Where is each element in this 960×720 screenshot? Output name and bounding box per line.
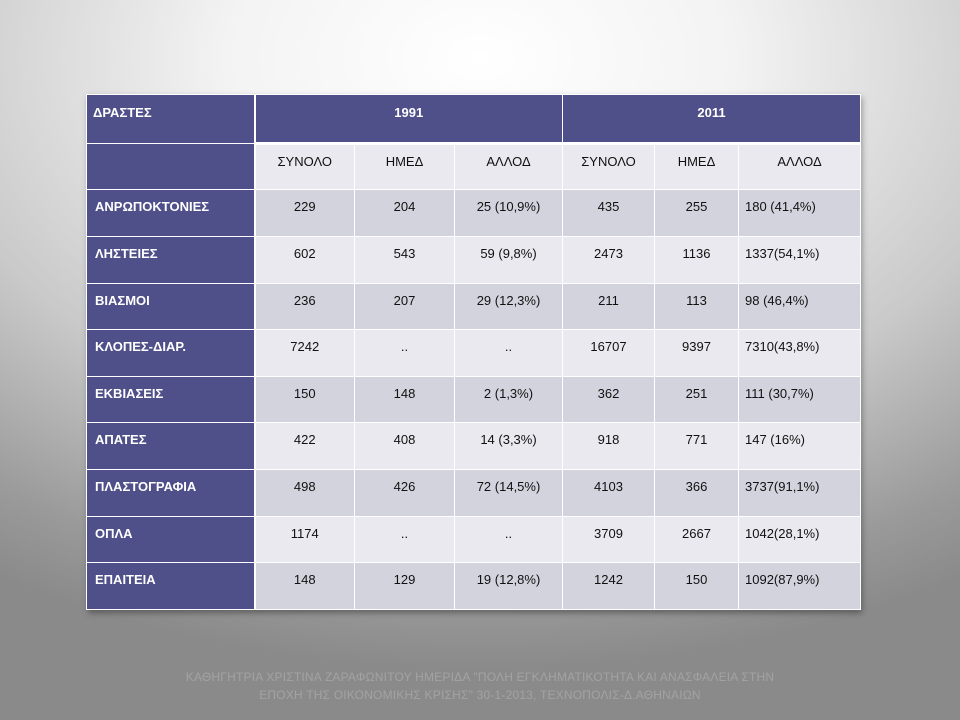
table-cell: 2667 xyxy=(654,515,739,564)
table-cell: 19 (12,8%) xyxy=(454,562,563,610)
table-cell: 204 xyxy=(354,189,455,237)
row-label: ΑΝΡΩΠΟΚΤΟΝΙΕΣ xyxy=(86,189,256,237)
footer-line: ΚΑΘΗΓΗΤΡΙΑ ΧΡΙΣΤΙΝΑ ΖΑΡΑΦΩΝΙΤΟΥ ΗΜΕΡΙΔΑ … xyxy=(185,670,775,684)
table-cell: 435 xyxy=(562,189,655,237)
table-cell: 422 xyxy=(254,422,355,471)
table-cell: 1092(87,9%) xyxy=(738,562,861,610)
table-cell: 918 xyxy=(562,422,655,471)
table-cell: 362 xyxy=(562,375,655,424)
table-cell: 25 (10,9%) xyxy=(454,189,563,237)
table-cell: 59 (9,8%) xyxy=(454,235,563,284)
table-cell: 1337(54,1%) xyxy=(738,235,861,284)
crime-table: ΔΡΑΣΤΕΣ 1991 2011 ΣΥΝΟΛΟ ΗΜΕΔ ΑΛΛΟΔ ΣΥΝΟ… xyxy=(86,94,861,610)
subheader-cell: ΣΥΝΟΛΟ xyxy=(562,142,655,191)
table-cell: 498 xyxy=(254,469,355,517)
table-cell: 113 xyxy=(654,282,739,331)
footer-caption: ΚΑΘΗΓΗΤΡΙΑ ΧΡΙΣΤΙΝΑ ΖΑΡΑΦΩΝΙΤΟΥ ΗΜΕΡΙΔΑ … xyxy=(90,668,870,704)
table-cell: 408 xyxy=(354,422,455,471)
table-cell: 7242 xyxy=(254,329,355,377)
table-row: ΑΠΑΤΕΣ 422 408 14 (3,3%) 918 771 147 (16%) xyxy=(86,422,861,471)
corner-header: ΔΡΑΣΤΕΣ xyxy=(86,94,256,144)
table-cell: 29 (12,3%) xyxy=(454,282,563,331)
year-label: 2011 xyxy=(697,105,726,120)
table-cell: 180 (41,4%) xyxy=(738,189,861,237)
table-cell: 543 xyxy=(354,235,455,284)
crime-table-container: ΔΡΑΣΤΕΣ 1991 2011 ΣΥΝΟΛΟ ΗΜΕΔ ΑΛΛΟΔ ΣΥΝΟ… xyxy=(86,94,861,610)
table-cell: 129 xyxy=(354,562,455,610)
table-cell: 1242 xyxy=(562,562,655,610)
year-label: 1991 xyxy=(394,105,424,120)
table-cell: 255 xyxy=(654,189,739,237)
year-header-1991: 1991 xyxy=(254,94,563,145)
table-cell: .. xyxy=(354,329,455,377)
table-cell: 150 xyxy=(654,562,739,610)
table-cell: 16707 xyxy=(562,329,655,377)
table-cell: 148 xyxy=(354,375,455,424)
row-label: ΟΠΛΑ xyxy=(86,515,256,564)
subheader-cell: ΑΛΛΟΔ xyxy=(454,142,563,191)
subheader-cell: ΣΥΝΟΛΟ xyxy=(254,142,355,191)
table-cell: 1136 xyxy=(654,235,739,284)
table-row: ΚΛΟΠΕΣ-ΔΙΑΡ. 7242.... 16707 9397 7310(43,8%) xyxy=(86,329,861,377)
table-cell: 72 (14,5%) xyxy=(454,469,563,517)
subheader-cell: ΑΛΛΟΔ xyxy=(738,142,861,191)
row-label: ΒΙΑΣΜΟΙ xyxy=(86,282,256,331)
table-cell: 148 xyxy=(254,562,355,610)
subheader-cell: ΗΜΕΔ xyxy=(654,142,739,191)
table-row: ΕΠΑΙΤΕΙΑ 148 129 19 (12,8%) 1242 150 1092(87,9… xyxy=(86,562,861,610)
row-label: ΠΛΑΣΤΟΓΡΑΦΙΑ xyxy=(86,469,256,517)
table-cell: 14 (3,3%) xyxy=(454,422,563,471)
table-row: ΒΙΑΣΜΟΙ 236 207 29 (12,3%) 211 113 98 (46,4%) xyxy=(86,282,861,331)
table-row: ΛΗΣΤΕΙΕΣ 602 543 59 (9,8%) 2473 1136 1337(54,1… xyxy=(86,235,861,284)
header-row-subcolumns: ΣΥΝΟΛΟ ΗΜΕΔ ΑΛΛΟΔ ΣΥΝΟΛΟ ΗΜΕΔ ΑΛΛΟΔ xyxy=(86,142,861,191)
subheader-cell: ΗΜΕΔ xyxy=(354,142,455,191)
table-cell: 236 xyxy=(254,282,355,331)
subheader-empty xyxy=(86,142,256,191)
table-cell: 147 (16%) xyxy=(738,422,861,471)
table-cell: 1174 xyxy=(254,515,355,564)
table-cell: 426 xyxy=(354,469,455,517)
row-label: ΕΠΑΙΤΕΙΑ xyxy=(86,562,256,610)
table-cell: .. xyxy=(354,515,455,564)
table-cell: 229 xyxy=(254,189,355,237)
table-cell: .. xyxy=(454,515,563,564)
table-cell: 211 xyxy=(562,282,655,331)
row-label: ΕΚΒΙΑΣΕΙΣ xyxy=(86,375,256,424)
table-cell: 602 xyxy=(254,235,355,284)
table-cell: 3737(91,1%) xyxy=(738,469,861,517)
table-cell: 207 xyxy=(354,282,455,331)
corner-label: ΔΡΑΣΤΕΣ xyxy=(93,105,152,120)
row-label: ΚΛΟΠΕΣ-ΔΙΑΡ. xyxy=(86,329,256,377)
table-cell: 251 xyxy=(654,375,739,424)
table-cell: 150 xyxy=(254,375,355,424)
table-row: ΠΛΑΣΤΟΓΡΑΦΙΑ 498 426 72 (14,5%) 4103 366 3737(… xyxy=(86,469,861,517)
table-cell: 111 (30,7%) xyxy=(738,375,861,424)
header-row-years: ΔΡΑΣΤΕΣ 1991 2011 xyxy=(86,94,861,145)
table-body: ΑΝΡΩΠΟΚΤΟΝΙΕΣ 229 204 25 (10,9%) 435 255 180 (… xyxy=(86,189,861,610)
table-cell: 1042(28,1%) xyxy=(738,515,861,564)
table-cell: 771 xyxy=(654,422,739,471)
row-label: ΛΗΣΤΕΙΕΣ xyxy=(86,235,256,284)
table-cell: 4103 xyxy=(562,469,655,517)
table-cell: 7310(43,8%) xyxy=(738,329,861,377)
table-cell: 9397 xyxy=(654,329,739,377)
footer-line: ΕΠΟΧΗ ΤΗΣ ΟΙΚΟΝΟΜΙΚΗΣ ΚΡΙΣΗΣ" 30-1-2013,… xyxy=(259,688,701,702)
table-cell: 3709 xyxy=(562,515,655,564)
table-row: ΑΝΡΩΠΟΚΤΟΝΙΕΣ 229 204 25 (10,9%) 435 255 180 (… xyxy=(86,189,861,237)
table-cell: 2 (1,3%) xyxy=(454,375,563,424)
table-cell: 98 (46,4%) xyxy=(738,282,861,331)
table-row: ΟΠΛΑ 1174.... 3709 2667 1042(28,1%) xyxy=(86,515,861,564)
table-cell: 2473 xyxy=(562,235,655,284)
table-cell: 366 xyxy=(654,469,739,517)
row-label: ΑΠΑΤΕΣ xyxy=(86,422,256,471)
year-header-2011: 2011 xyxy=(562,94,861,145)
table-row: ΕΚΒΙΑΣΕΙΣ 150 148 2 (1,3%) 362 251 111 (30,7%) xyxy=(86,375,861,424)
table-cell: .. xyxy=(454,329,563,377)
